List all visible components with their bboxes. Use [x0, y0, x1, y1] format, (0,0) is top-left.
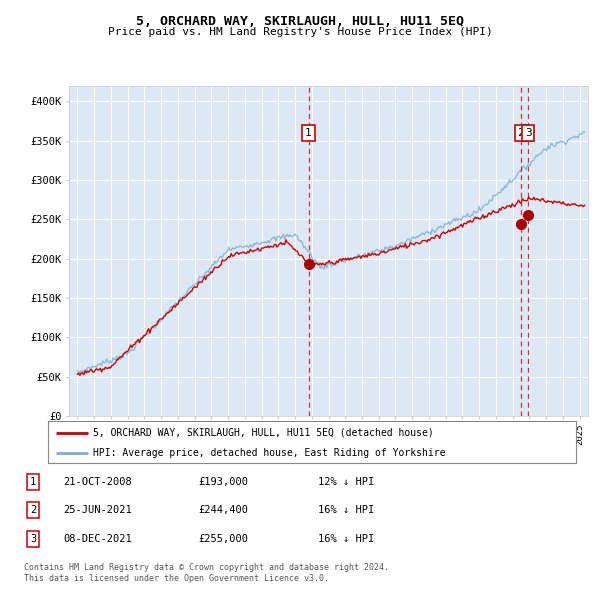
Text: Contains HM Land Registry data © Crown copyright and database right 2024.
This d: Contains HM Land Registry data © Crown c… — [24, 563, 389, 583]
Text: 16% ↓ HPI: 16% ↓ HPI — [318, 506, 374, 515]
Text: 5, ORCHARD WAY, SKIRLAUGH, HULL, HU11 5EQ (detached house): 5, ORCHARD WAY, SKIRLAUGH, HULL, HU11 5E… — [93, 428, 434, 438]
Text: 25-JUN-2021: 25-JUN-2021 — [63, 506, 132, 515]
Text: 3: 3 — [525, 128, 532, 137]
Text: 08-DEC-2021: 08-DEC-2021 — [63, 534, 132, 543]
Text: 5, ORCHARD WAY, SKIRLAUGH, HULL, HU11 5EQ: 5, ORCHARD WAY, SKIRLAUGH, HULL, HU11 5E… — [136, 15, 464, 28]
Text: 16% ↓ HPI: 16% ↓ HPI — [318, 534, 374, 543]
Text: 2: 2 — [30, 506, 36, 515]
Text: 2: 2 — [517, 128, 524, 137]
Text: 1: 1 — [305, 128, 312, 137]
Text: 1: 1 — [30, 477, 36, 487]
Text: 3: 3 — [30, 534, 36, 543]
Text: 21-OCT-2008: 21-OCT-2008 — [63, 477, 132, 487]
Text: HPI: Average price, detached house, East Riding of Yorkshire: HPI: Average price, detached house, East… — [93, 448, 445, 457]
Text: 12% ↓ HPI: 12% ↓ HPI — [318, 477, 374, 487]
Text: £255,000: £255,000 — [198, 534, 248, 543]
Text: Price paid vs. HM Land Registry's House Price Index (HPI): Price paid vs. HM Land Registry's House … — [107, 27, 493, 37]
Text: £193,000: £193,000 — [198, 477, 248, 487]
Text: £244,400: £244,400 — [198, 506, 248, 515]
